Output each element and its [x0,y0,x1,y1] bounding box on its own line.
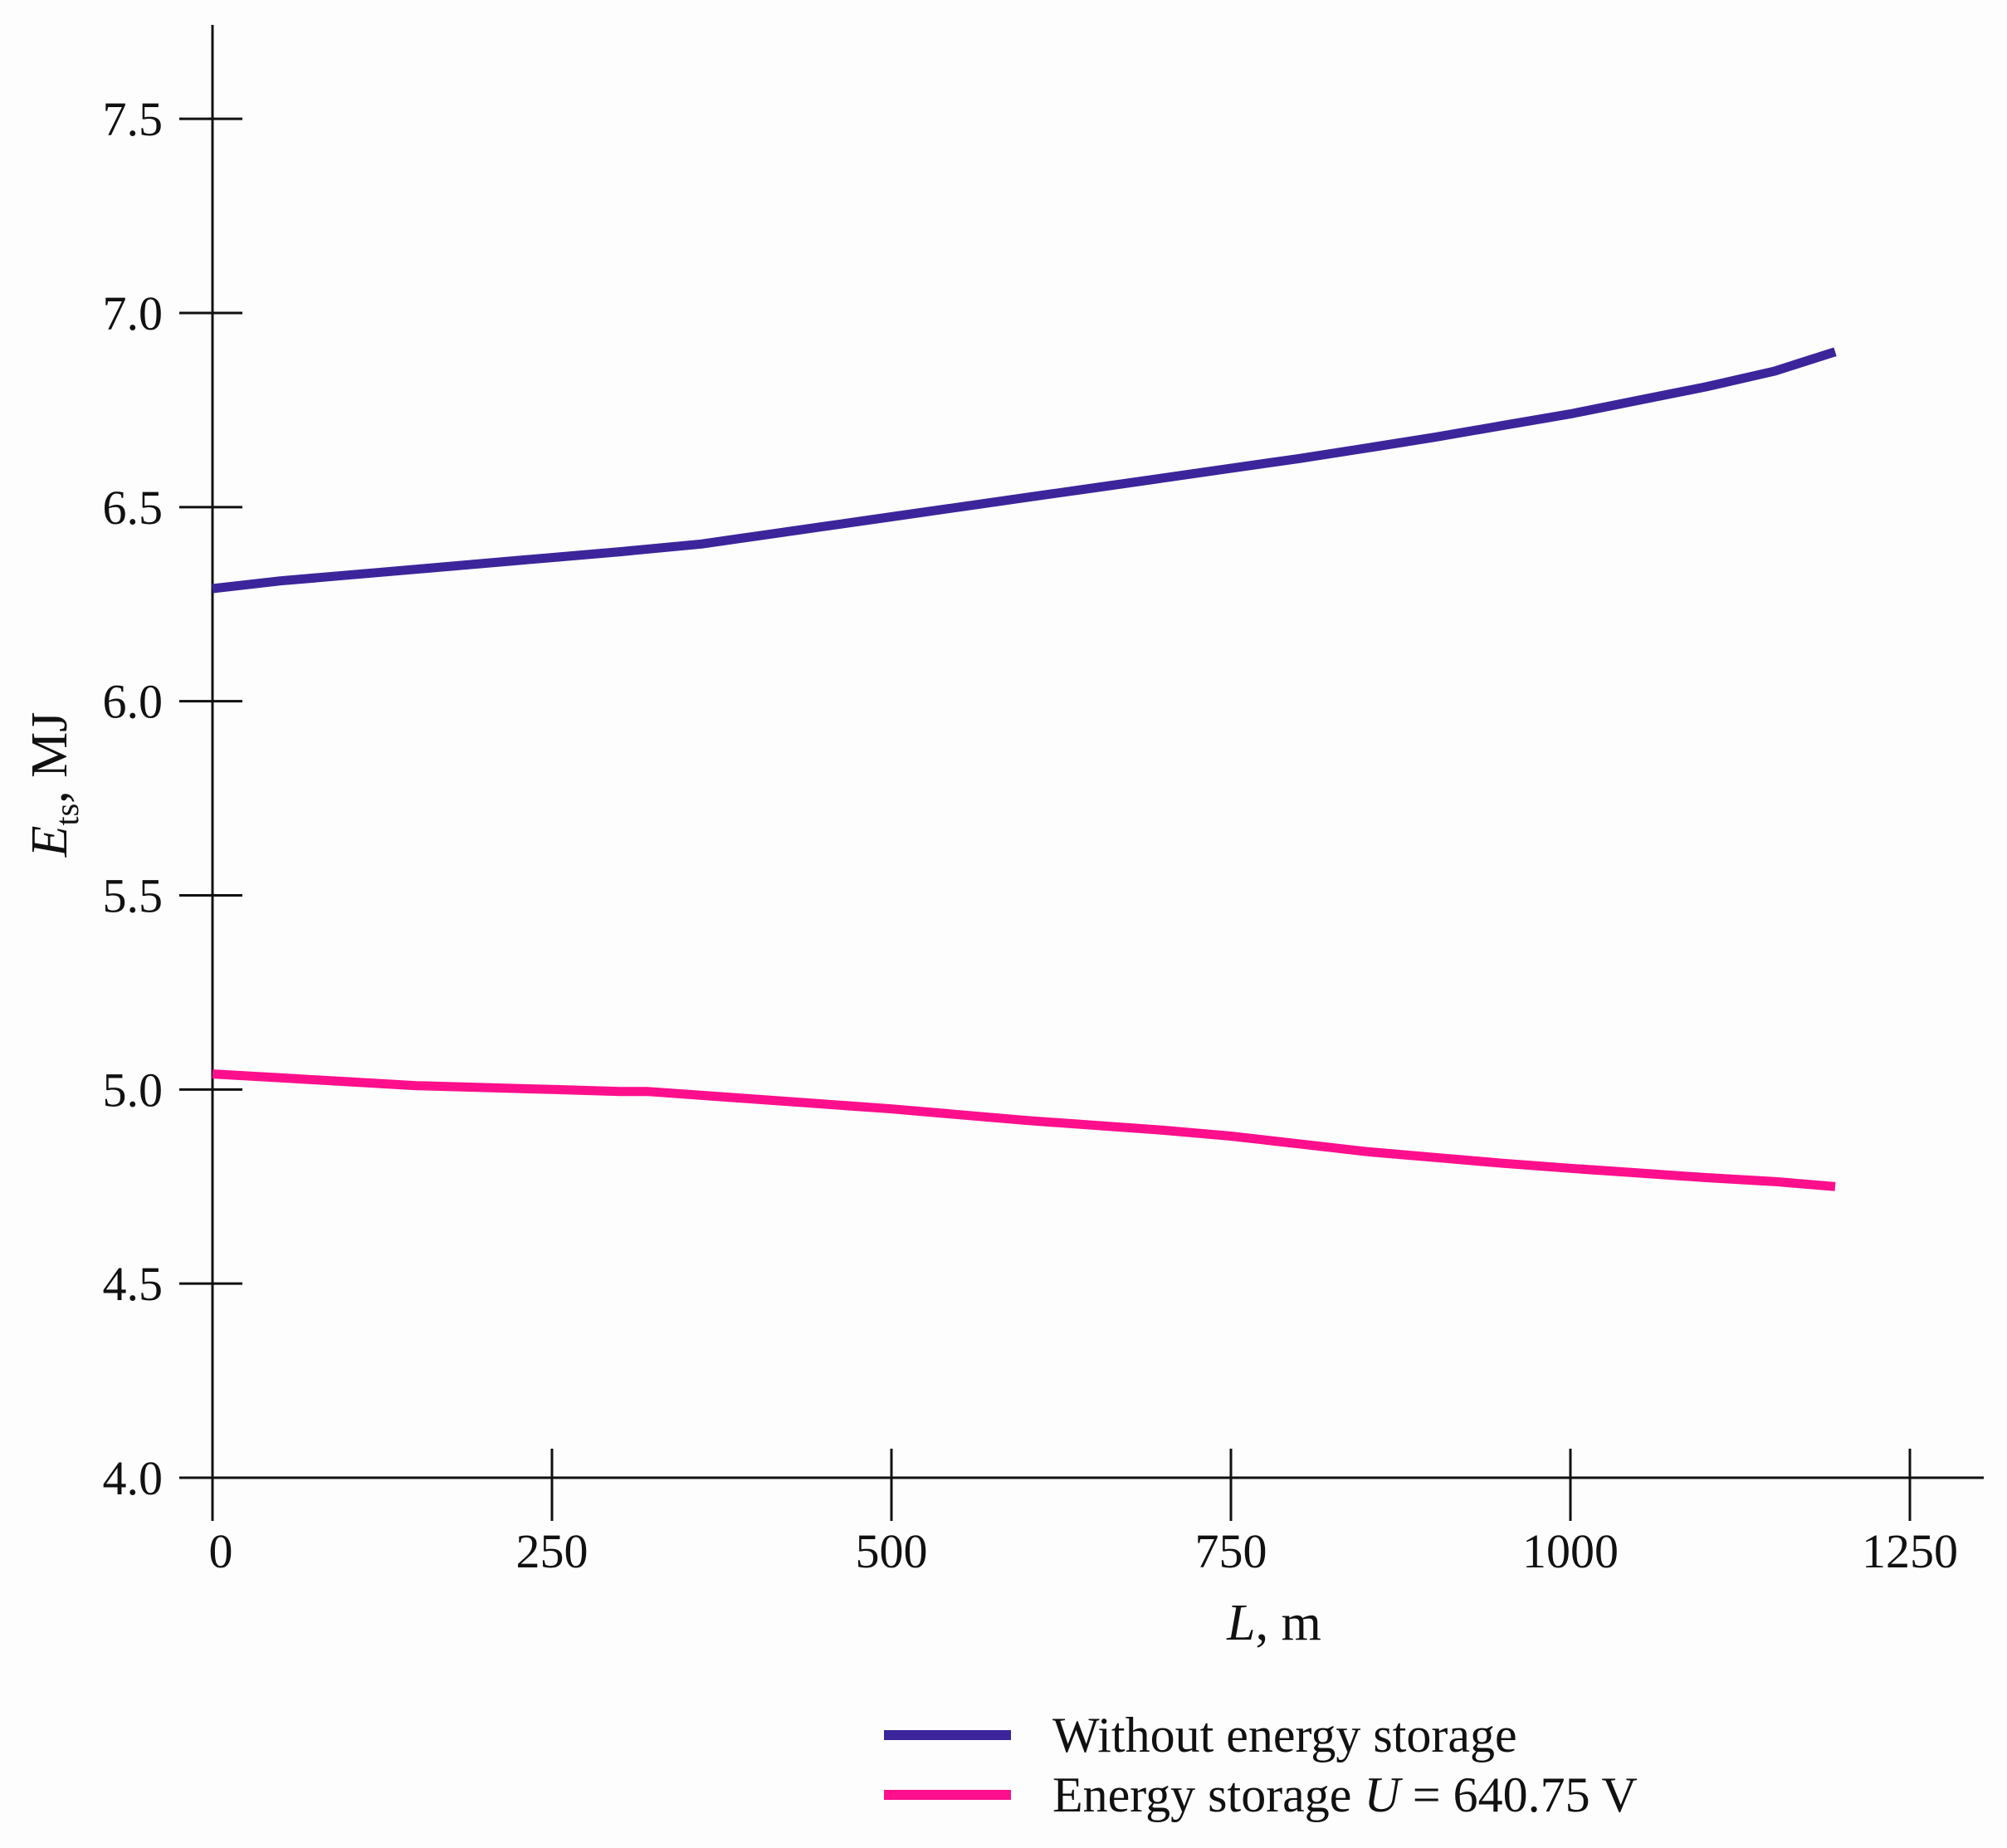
series-layer [212,347,1837,1191]
x-tick-label: 500 [856,1524,928,1578]
x-axis-title: L, m [1226,1595,1321,1651]
legend-label-energy-storage-variable: U [1364,1767,1403,1822]
y-axis-variable: E [22,826,78,858]
y-tick-label: 7.0 [103,286,164,340]
x-tick-label: 0 [209,1524,233,1578]
y-tick-label: 4.0 [103,1451,164,1505]
x-axis-variable: L [1226,1595,1255,1651]
y-axis-subscript: ts [48,804,85,826]
legend-label-energy-storage-suffix: = 640.75 V [1400,1767,1638,1822]
axes [211,25,1984,1521]
y-axis-unit: , MJ [22,712,78,804]
legend-label-without-storage: Without energy storage [1052,1708,1517,1762]
x-tick-label: 1250 [1862,1524,1958,1578]
x-tick-label: 250 [516,1524,588,1578]
y-tick-label: 7.5 [103,92,164,146]
x-axis-unit: , m [1256,1595,1321,1651]
y-tick-label: 6.0 [103,675,164,729]
x-tick-label: 750 [1195,1524,1267,1578]
x-ticks: 0 250 500 750 1000 1250 [209,1449,1958,1578]
legend-label-energy-storage-prefix: Energy storage [1052,1767,1364,1822]
y-tick-label: 5.5 [103,869,164,923]
y-axis-title: Ets, MJ [22,712,85,858]
y-tick-label: 5.0 [103,1063,164,1117]
legend: Without energy storage Energy storage U … [884,1708,1638,1822]
y-tick-label: 6.5 [103,481,164,535]
x-tick-label: 1000 [1522,1524,1619,1578]
y-ticks: 4.0 4.5 5.0 5.5 6.0 6.5 7.0 7.5 [103,92,242,1505]
series-line-energy-storage [212,1069,1836,1191]
legend-label-energy-storage: Energy storage U = 640.75 V [1052,1767,1638,1822]
y-tick-label: 4.5 [103,1257,164,1311]
series-line-without-storage [212,347,1837,594]
